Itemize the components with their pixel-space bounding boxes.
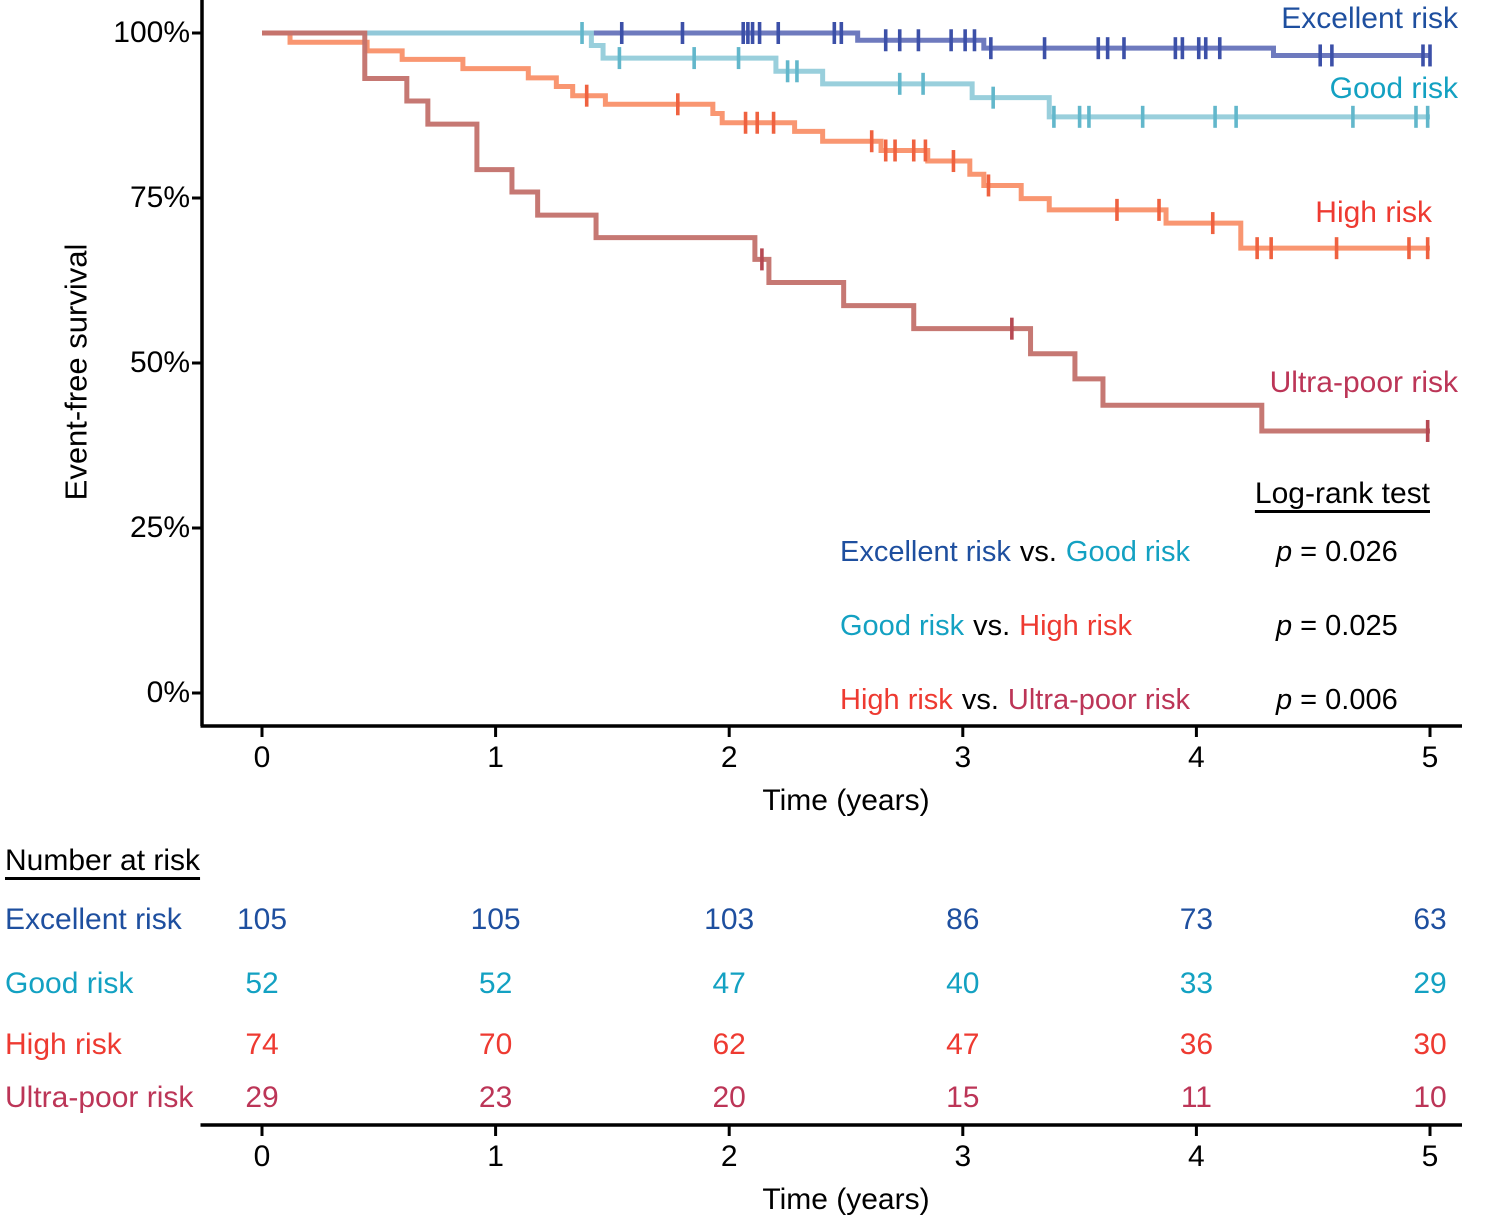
risk-x-tick-label-0: 0 bbox=[253, 1140, 271, 1173]
comparison-1-vs: vs. bbox=[1019, 536, 1057, 568]
x-tick-label-5: 5 bbox=[1421, 741, 1439, 774]
p-value-row-2: p = 0.025 bbox=[1276, 610, 1398, 642]
p-symbol-3: p bbox=[1276, 684, 1293, 716]
risk-row-label-high: High risk bbox=[5, 1028, 122, 1061]
survival-curve-ultra-poor-risk bbox=[262, 30, 1430, 434]
comparison-2-left: Good risk bbox=[840, 610, 965, 642]
risk-count-good-risk-t3: 40 bbox=[946, 967, 980, 1000]
comparison-row-1: Excellent risk vs. Good risk bbox=[840, 536, 1190, 568]
risk-count-excellent-risk-t2: 103 bbox=[704, 903, 755, 936]
risk-x-tick-label-4: 4 bbox=[1188, 1140, 1205, 1173]
y-tick-label-25: 25% bbox=[129, 511, 190, 544]
p-symbol-2: p bbox=[1276, 610, 1293, 642]
survival-curve-good-risk bbox=[262, 30, 1430, 120]
x-axis-title-plot: Time (years) bbox=[762, 784, 930, 817]
risk-count-ultra-poor-risk-t1: 23 bbox=[478, 1081, 513, 1114]
risk-count-excellent-risk-t0: 105 bbox=[236, 903, 288, 936]
x-axis-title-risk-table: Time (years) bbox=[762, 1183, 930, 1216]
risk-count-good-risk-t4: 33 bbox=[1179, 967, 1214, 1000]
risk-count-high-risk-t1: 70 bbox=[478, 1028, 513, 1061]
x-tick-label-1: 1 bbox=[487, 741, 504, 774]
comparison-1-left: Excellent risk bbox=[840, 536, 1011, 568]
comparison-2-vs: vs. bbox=[973, 610, 1011, 642]
risk-count-excellent-risk-t1: 105 bbox=[470, 903, 521, 936]
comparison-1-right: Good risk bbox=[1065, 536, 1190, 568]
risk-count-high-risk-t0: 74 bbox=[245, 1028, 279, 1061]
p-value-2: = 0.025 bbox=[1300, 610, 1398, 642]
comparison-3-left: High risk bbox=[840, 684, 953, 716]
risk-count-ultra-poor-risk-t5: 10 bbox=[1413, 1081, 1447, 1114]
survival-curve-high-risk bbox=[262, 30, 1430, 251]
risk-count-ultra-poor-risk-t0: 29 bbox=[245, 1081, 279, 1114]
risk-count-high-risk-t4: 36 bbox=[1179, 1028, 1214, 1061]
risk-x-tick-label-5: 5 bbox=[1421, 1140, 1439, 1173]
y-tick-label-100: 100% bbox=[113, 16, 190, 49]
x-tick-label-3: 3 bbox=[954, 741, 972, 774]
risk-count-good-risk-t0: 52 bbox=[245, 967, 279, 1000]
risk-count-good-risk-t1: 52 bbox=[478, 967, 513, 1000]
y-axis-title: Event-free survival bbox=[58, 243, 94, 501]
y-tick-label-50: 50% bbox=[129, 346, 190, 379]
curve-label-ultra-poor-risk: Ultra-poor risk bbox=[1269, 366, 1458, 399]
log-rank-title: Log-rank test bbox=[1254, 477, 1430, 510]
risk-row-label-ultra-poor: Ultra-poor risk bbox=[5, 1081, 194, 1114]
p-value-1: = 0.026 bbox=[1300, 536, 1398, 568]
comparison-3-right: Ultra-poor risk bbox=[1007, 684, 1190, 716]
p-value-row-1: p = 0.026 bbox=[1276, 536, 1398, 568]
comparison-3-vs: vs. bbox=[961, 684, 999, 716]
risk-count-ultra-poor-risk-t3: 15 bbox=[946, 1081, 980, 1114]
curve-label-excellent-risk: Excellent risk bbox=[1281, 2, 1458, 35]
risk-count-good-risk-t2: 47 bbox=[712, 967, 746, 1000]
risk-row-label-good: Good risk bbox=[5, 967, 134, 1000]
comparison-row-3: High risk vs. Ultra-poor risk bbox=[840, 684, 1190, 716]
comparison-2-right: High risk bbox=[1019, 610, 1132, 642]
comparison-row-2: Good risk vs. High risk bbox=[840, 610, 1132, 642]
p-value-row-3: p = 0.006 bbox=[1276, 684, 1398, 716]
risk-x-tick-label-2: 2 bbox=[720, 1140, 738, 1173]
risk-table-title: Number at risk bbox=[5, 844, 201, 877]
risk-count-excellent-risk-t5: 63 bbox=[1413, 903, 1447, 936]
curve-label-good-risk: Good risk bbox=[1329, 72, 1458, 105]
risk-count-high-risk-t3: 47 bbox=[946, 1028, 980, 1061]
p-symbol-1: p bbox=[1276, 536, 1293, 568]
risk-x-tick-label-3: 3 bbox=[954, 1140, 972, 1173]
risk-count-good-risk-t5: 29 bbox=[1413, 967, 1447, 1000]
risk-count-excellent-risk-t3: 86 bbox=[946, 903, 980, 936]
x-tick-label-4: 4 bbox=[1188, 741, 1205, 774]
risk-x-tick-label-1: 1 bbox=[487, 1140, 504, 1173]
risk-count-ultra-poor-risk-t4: 11 bbox=[1180, 1081, 1212, 1114]
risk-row-label-excellent: Excellent risk bbox=[5, 903, 182, 936]
p-value-3: = 0.006 bbox=[1300, 684, 1398, 716]
y-tick-label-0: 0% bbox=[146, 676, 190, 709]
y-tick-label-75: 75% bbox=[129, 181, 190, 214]
risk-count-excellent-risk-t4: 73 bbox=[1179, 903, 1214, 936]
x-tick-label-2: 2 bbox=[720, 741, 738, 774]
risk-count-ultra-poor-risk-t2: 20 bbox=[712, 1081, 746, 1114]
survival-curve-excellent-risk bbox=[262, 30, 1430, 58]
risk-count-high-risk-t5: 30 bbox=[1413, 1028, 1447, 1061]
curve-label-high-risk: High risk bbox=[1315, 196, 1432, 229]
x-tick-label-0: 0 bbox=[253, 741, 271, 774]
risk-count-high-risk-t2: 62 bbox=[712, 1028, 746, 1061]
